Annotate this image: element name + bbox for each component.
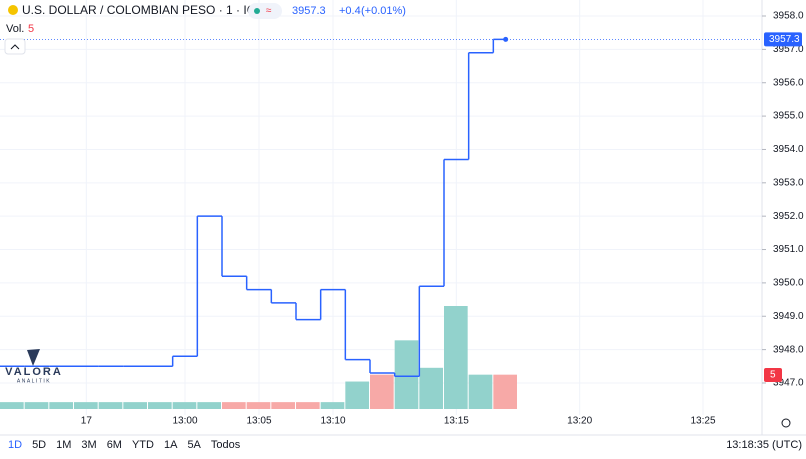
range-button[interactable]: 1D <box>8 439 22 451</box>
volume-title: Vol. <box>6 23 24 35</box>
y-tick-label: 3947.0 <box>773 378 804 389</box>
volume-bar <box>197 402 221 409</box>
watermark-sub: ANALITIK <box>17 378 51 384</box>
y-tick-label: 3956.0 <box>773 77 804 88</box>
collapse-button[interactable] <box>4 38 26 55</box>
range-button[interactable]: Todos <box>211 439 241 451</box>
volume-bar <box>24 402 49 409</box>
price-line <box>0 36 762 378</box>
volume-bar <box>123 402 147 409</box>
logo <box>27 349 40 366</box>
volume-bar <box>172 402 197 409</box>
header: U.S. DOLLAR / COLOMBIAN PESO · 1 · ICE ≈… <box>4 3 406 55</box>
volume-bar <box>296 402 320 409</box>
change: +0.4 <box>339 5 361 17</box>
y-tick-label: 3952.0 <box>773 211 804 222</box>
watermark: VALORA ANALITIK <box>5 349 63 384</box>
x-tick-label: 13:25 <box>690 416 715 427</box>
x-tick-label: 13:20 <box>567 416 592 427</box>
volume-bar <box>49 402 73 409</box>
volume-bar <box>271 402 295 409</box>
volume-bar <box>493 374 517 409</box>
volume-bar <box>74 402 98 409</box>
volume-bar <box>468 374 493 409</box>
quote: 3957.3 <box>292 5 326 17</box>
volume-bar <box>394 340 419 409</box>
status-dot <box>254 8 260 14</box>
flag-icon <box>8 5 18 15</box>
volume-bar <box>148 402 172 409</box>
y-tick-label: 3953.0 <box>773 177 804 188</box>
clock: 13:18:35 (UTC) <box>726 439 802 451</box>
x-tick-label: 13:00 <box>172 416 197 427</box>
x-tick-label: 17 <box>81 416 93 427</box>
y-tick-label: 3949.0 <box>773 311 804 322</box>
y-tick-label: 3948.0 <box>773 344 804 355</box>
volume-bar <box>370 374 394 409</box>
grid <box>0 0 762 415</box>
toolbar: 1D 5D 1M 3M 6M YTD 1A 5A Todos 13:18:35 (UTC) <box>8 439 802 451</box>
last-price-label: 3957.3 <box>769 34 800 45</box>
range-button[interactable]: 1M <box>56 439 71 451</box>
volume-bar <box>222 402 246 409</box>
volume-bars <box>0 306 517 409</box>
last-volume-box <box>764 368 782 382</box>
y-tick-label: 3954.0 <box>773 144 804 155</box>
last-price-box <box>764 32 802 47</box>
volume-bar <box>444 306 468 409</box>
y-tick-label: 3957.0 <box>773 44 804 55</box>
watermark-title: VALORA <box>5 366 63 378</box>
change-percent: (+0.01%) <box>361 5 406 17</box>
status-pill[interactable] <box>248 3 282 19</box>
volume-bar <box>320 402 345 409</box>
x-tick-label: 13:15 <box>444 416 469 427</box>
last-point <box>503 36 509 42</box>
range-button[interactable]: 1A <box>164 439 178 451</box>
y-tick-label: 3951.0 <box>773 244 804 255</box>
last-volume-label: 5 <box>770 370 776 381</box>
chart-title: U.S. DOLLAR / COLOMBIAN PESO · 1 · ICE <box>22 3 263 17</box>
status-icon: ≈ <box>266 6 272 17</box>
y-tick-label: 3958.0 <box>773 11 804 22</box>
range-button[interactable]: YTD <box>132 439 154 451</box>
range-button[interactable]: 6M <box>107 439 122 451</box>
volume-bar <box>98 402 123 409</box>
range-button[interactable]: 5A <box>187 439 201 451</box>
volume-bar <box>419 367 443 409</box>
collapse-icon <box>10 44 20 50</box>
y-tick-label: 3950.0 <box>773 278 804 289</box>
volume-last: 5 <box>28 23 34 35</box>
volume-bar <box>246 402 271 409</box>
range-button[interactable]: 3M <box>81 439 96 451</box>
y-tick-label: 3955.0 <box>773 111 804 122</box>
settings-icon[interactable] <box>781 418 791 428</box>
x-tick-label: 13:10 <box>320 416 345 427</box>
x-tick-label: 13:05 <box>246 416 271 427</box>
price-axis: 3947.0 3948.0 3949.0 3950.0 3951.0 3952.0 3953… <box>81 11 804 427</box>
range-button[interactable]: 5D <box>32 439 46 451</box>
volume-bar <box>345 381 369 409</box>
volume-bar <box>0 402 24 409</box>
